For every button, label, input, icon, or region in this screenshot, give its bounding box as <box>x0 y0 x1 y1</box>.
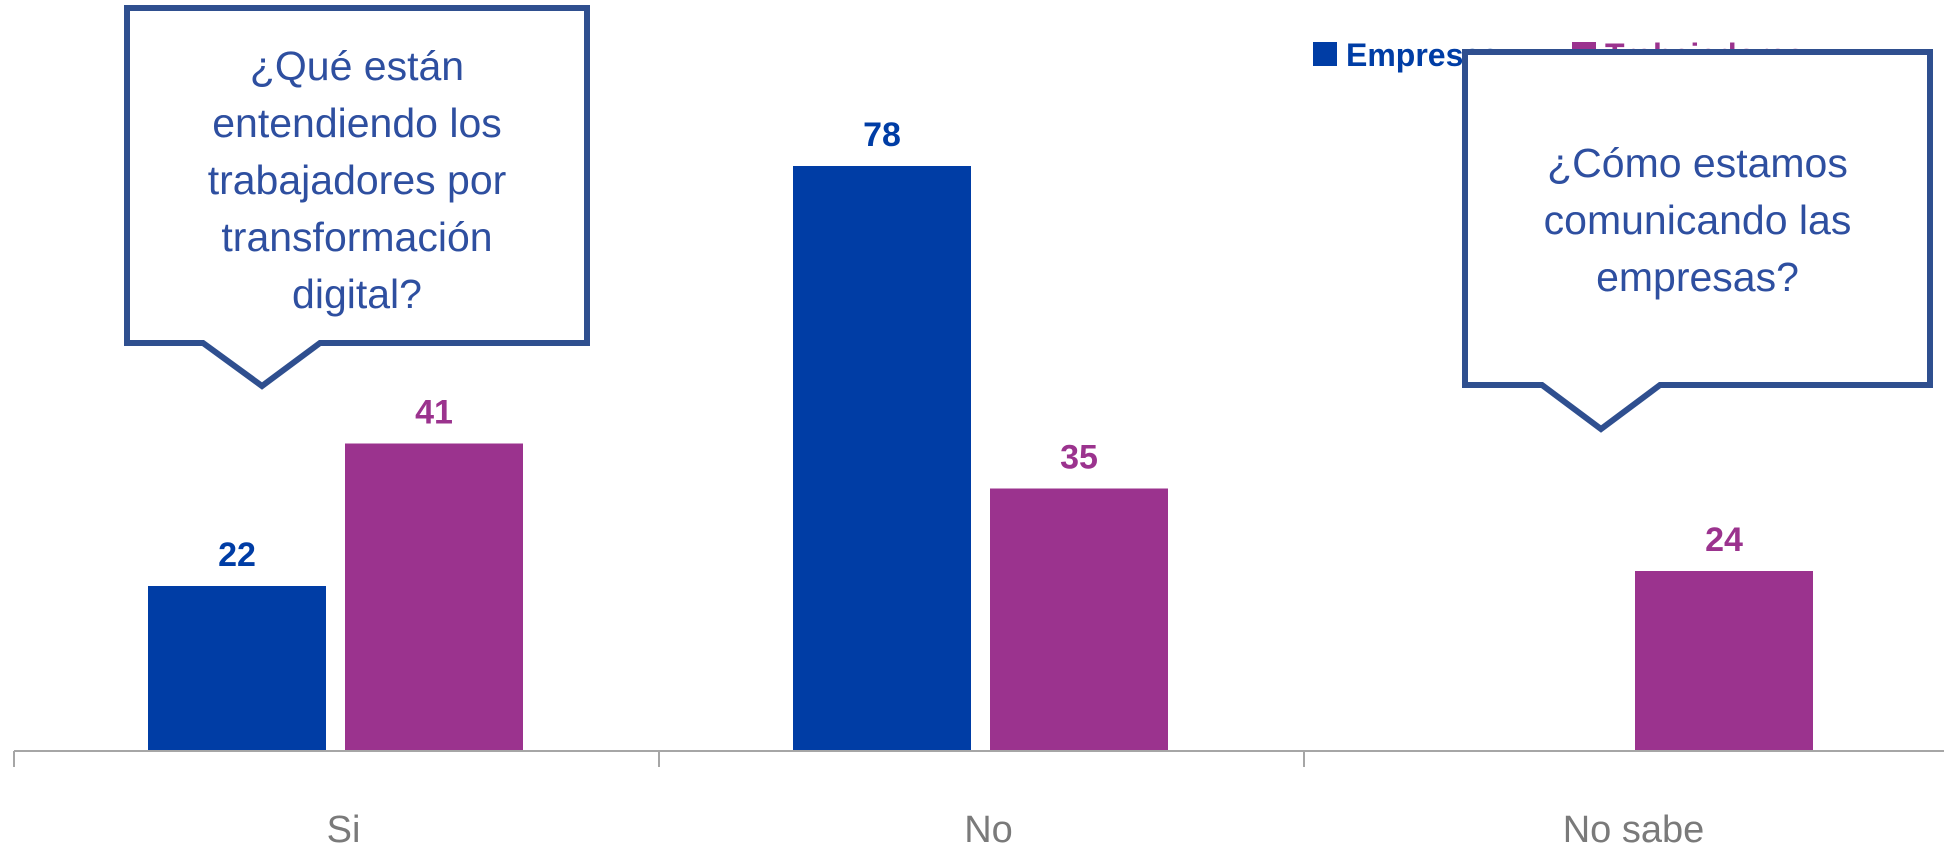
callout-2: ¿Cómo estamos comunicando las empresas? <box>1462 49 1933 433</box>
callouts-layer: ¿Qué están entendiendo los trabajadores po… <box>124 5 1933 433</box>
bar-empresas-0 <box>148 586 326 751</box>
data-label: 78 <box>863 116 901 154</box>
x-axis <box>13 750 1944 767</box>
callout-text-line: digital? <box>292 271 422 317</box>
callout-text-line: comunicando las <box>1544 197 1852 243</box>
callout-text-line: empresas? <box>1596 254 1799 300</box>
callout-text-line: trabajadores por <box>208 157 507 203</box>
bar-empresas-1 <box>793 166 971 751</box>
data-label: 35 <box>1060 439 1098 477</box>
data-label: 41 <box>415 394 453 432</box>
legend-swatch <box>1313 42 1337 66</box>
bar-trabajadores-1 <box>990 488 1168 751</box>
callout-text-line: ¿Cómo estamos <box>1547 140 1848 186</box>
callout-box <box>1462 49 1933 433</box>
bars-layer <box>148 166 1813 751</box>
data-label: 24 <box>1705 521 1743 559</box>
data-label: 22 <box>218 536 256 574</box>
bar-trabajadores-0 <box>345 443 523 751</box>
callout-text-line: ¿Qué están <box>250 43 464 89</box>
category-label: No sabe <box>1563 809 1705 849</box>
category-label: No <box>964 809 1013 849</box>
category-label: Si <box>327 809 361 849</box>
category-labels-layer: Si No No sabe <box>327 809 1705 849</box>
value-labels-layer: 22 41 78 35 24 <box>218 116 1743 574</box>
callout-1: ¿Qué están entendiendo los trabajadores po… <box>124 5 590 390</box>
bar-trabajadores-2 <box>1635 571 1813 751</box>
callout-box <box>124 5 590 390</box>
callout-text-line: entendiendo los <box>212 100 502 146</box>
callout-text-line: transformación <box>221 214 492 260</box>
